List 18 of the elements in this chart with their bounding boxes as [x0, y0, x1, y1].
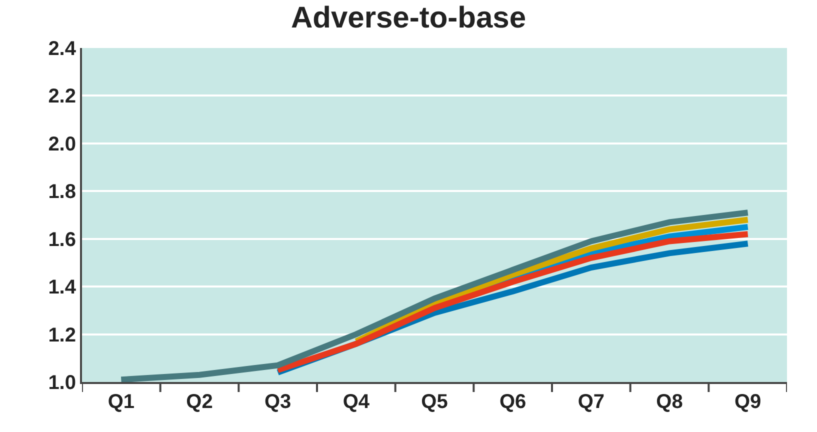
- x-tick-label: Q8: [656, 391, 683, 413]
- chart-title: Adverse-to-base: [290, 1, 526, 34]
- y-tick-label: 2.4: [48, 38, 77, 60]
- y-tick-label: 1.0: [48, 372, 76, 394]
- x-tick-label: Q7: [578, 391, 605, 413]
- x-tick-label: Q5: [421, 391, 448, 413]
- x-tick-label: Q6: [499, 391, 526, 413]
- y-tick-label: 1.6: [48, 228, 76, 251]
- y-tick-label: 1.8: [48, 181, 76, 204]
- x-tick-label: Q4: [342, 391, 370, 413]
- x-tick-label: Q2: [186, 391, 213, 413]
- x-tick-label: Q1: [108, 391, 135, 413]
- y-tick-label: 1.2: [48, 324, 76, 346]
- x-tick-label: Q3: [264, 391, 292, 413]
- y-tick-label: 2.2: [48, 86, 76, 108]
- x-tick-label: Q9: [734, 391, 762, 413]
- y-tick-label: 2.0: [48, 133, 76, 156]
- y-tick-label: 1.4: [48, 276, 77, 299]
